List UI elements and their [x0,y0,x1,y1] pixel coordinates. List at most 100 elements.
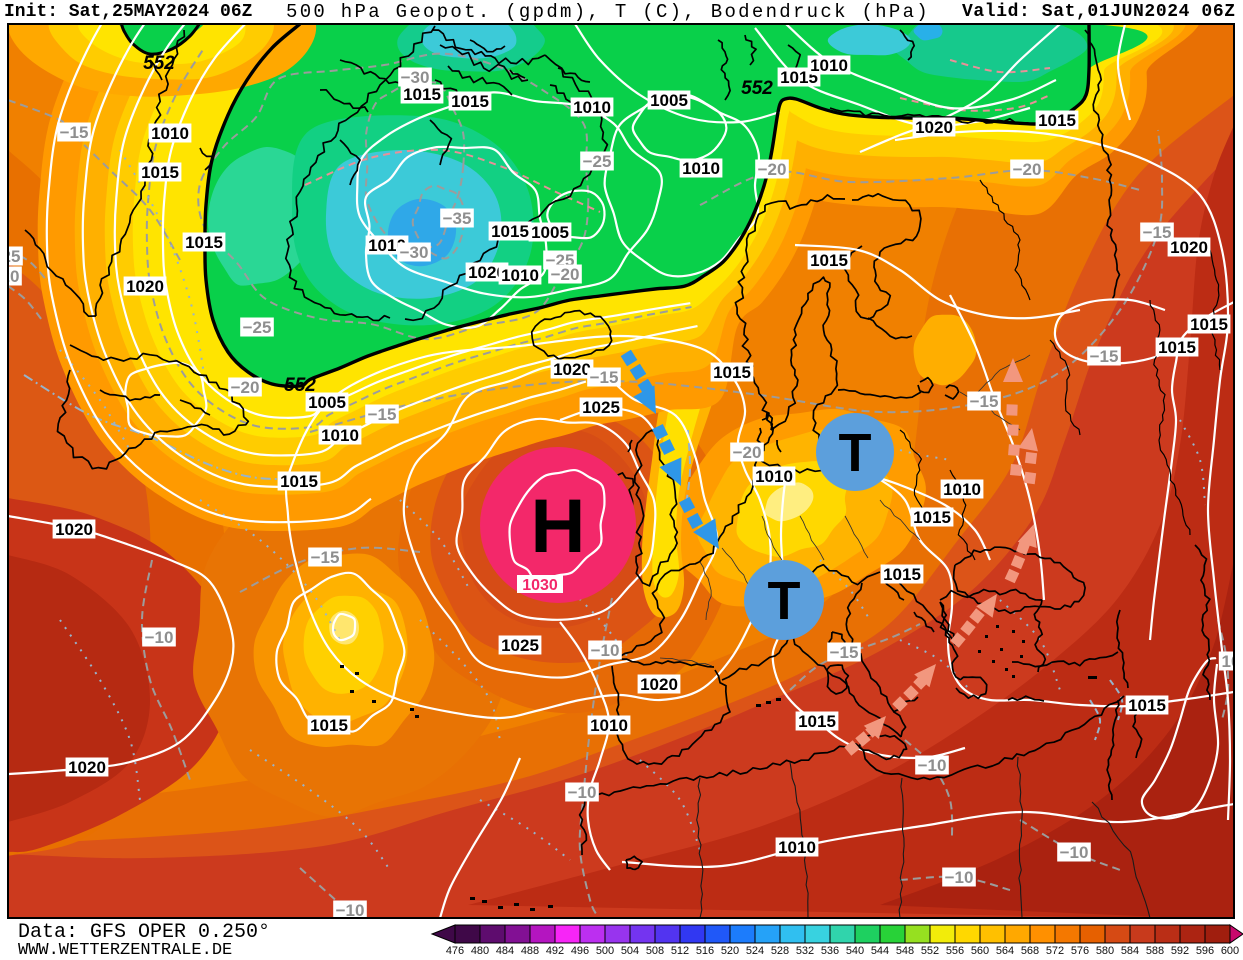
svg-text:552: 552 [921,945,939,957]
svg-text:1015: 1015 [403,85,441,104]
svg-text:584: 584 [1121,945,1139,957]
svg-text:1015: 1015 [185,233,223,252]
svg-text:1010: 1010 [810,56,848,75]
svg-text:1010: 1010 [368,236,406,255]
svg-text:−15: −15 [368,405,397,424]
svg-text:596: 596 [1196,945,1214,957]
svg-text:1010: 1010 [682,159,720,178]
svg-text:−35: −35 [443,209,472,228]
svg-text:504: 504 [621,945,639,957]
svg-text:10: 10 [1222,652,1241,671]
svg-text:1010: 1010 [321,426,359,445]
svg-text:512: 512 [671,945,689,957]
svg-text:572: 572 [1046,945,1064,957]
svg-text:484: 484 [496,945,514,957]
svg-text:−25: −25 [0,247,20,266]
svg-text:−15: −15 [1143,223,1172,242]
svg-text:1020: 1020 [1170,238,1208,257]
svg-text:1010: 1010 [590,716,628,735]
svg-text:536: 536 [821,945,839,957]
svg-text:−10: −10 [591,641,620,660]
svg-text:−10: −10 [918,756,947,775]
svg-text:−15: −15 [60,123,89,142]
svg-text:552: 552 [741,78,773,99]
svg-text:−10: −10 [945,868,974,887]
svg-text:1015: 1015 [883,565,921,584]
svg-text:1015: 1015 [491,222,529,241]
svg-text:−15: −15 [311,548,340,567]
svg-text:H: H [531,484,586,569]
svg-text:528: 528 [771,945,789,957]
svg-text:1010: 1010 [778,838,816,857]
svg-text:1020: 1020 [126,277,164,296]
svg-text:−20: −20 [551,265,580,284]
svg-text:568: 568 [1021,945,1039,957]
svg-text:564: 564 [996,945,1014,957]
svg-text:1015: 1015 [810,251,848,270]
svg-text:−15: −15 [830,643,859,662]
svg-text:1015: 1015 [798,712,836,731]
svg-text:552: 552 [284,375,316,396]
svg-text:492: 492 [546,945,564,957]
svg-text:508: 508 [646,945,664,957]
svg-text:−20: −20 [0,267,19,286]
svg-text:496: 496 [571,945,589,957]
svg-text:1015: 1015 [713,363,751,382]
svg-text:576: 576 [1071,945,1089,957]
svg-text:544: 544 [871,945,889,957]
svg-text:1015: 1015 [1190,315,1228,334]
svg-text:T: T [768,571,801,631]
svg-text:1010: 1010 [573,98,611,117]
svg-text:532: 532 [796,945,814,957]
svg-text:1015: 1015 [1038,111,1076,130]
svg-text:1020: 1020 [915,118,953,137]
svg-text:1005: 1005 [531,223,569,242]
svg-text:1010: 1010 [755,467,793,486]
svg-text:552: 552 [143,53,175,74]
svg-text:476: 476 [446,945,464,957]
svg-text:560: 560 [971,945,989,957]
svg-text:−10: −10 [1060,843,1089,862]
svg-text:500: 500 [596,945,614,957]
svg-text:1010: 1010 [943,480,981,499]
svg-text:524: 524 [746,945,764,957]
svg-text:−25: −25 [243,318,272,337]
svg-text:1020: 1020 [468,263,506,282]
svg-text:1005: 1005 [308,393,346,412]
svg-text:−30: −30 [401,68,430,87]
svg-text:1015: 1015 [280,472,318,491]
svg-text:1015: 1015 [451,92,489,111]
svg-text:548: 548 [896,945,914,957]
svg-text:588: 588 [1146,945,1164,957]
svg-text:−15: −15 [590,368,619,387]
svg-text:1015: 1015 [141,163,179,182]
svg-text:540: 540 [846,945,864,957]
svg-text:1020: 1020 [68,758,106,777]
svg-text:516: 516 [696,945,714,957]
svg-text:−25: −25 [583,152,612,171]
svg-text:1025: 1025 [501,636,539,655]
svg-text:1010: 1010 [151,124,189,143]
svg-text:1020: 1020 [553,360,591,379]
svg-text:600: 600 [1221,945,1239,957]
svg-text:−15: −15 [970,392,999,411]
svg-text:1010: 1010 [501,266,539,285]
svg-text:1020: 1020 [55,520,93,539]
svg-text:1015: 1015 [310,716,348,735]
svg-text:480: 480 [471,945,489,957]
svg-text:−20: −20 [231,378,260,397]
svg-text:580: 580 [1096,945,1114,957]
svg-text:−20: −20 [1013,160,1042,179]
svg-text:−20: −20 [733,443,762,462]
svg-text:1005: 1005 [650,91,688,110]
svg-text:−10: −10 [336,901,365,920]
svg-text:1015: 1015 [913,508,951,527]
svg-text:−30: −30 [400,243,429,262]
svg-text:−10: −10 [145,628,174,647]
svg-text:−15: −15 [1090,347,1119,366]
svg-text:−10: −10 [568,783,597,802]
svg-text:−20: −20 [758,160,787,179]
svg-text:592: 592 [1171,945,1189,957]
svg-text:1020: 1020 [640,675,678,694]
svg-text:T: T [839,423,872,483]
